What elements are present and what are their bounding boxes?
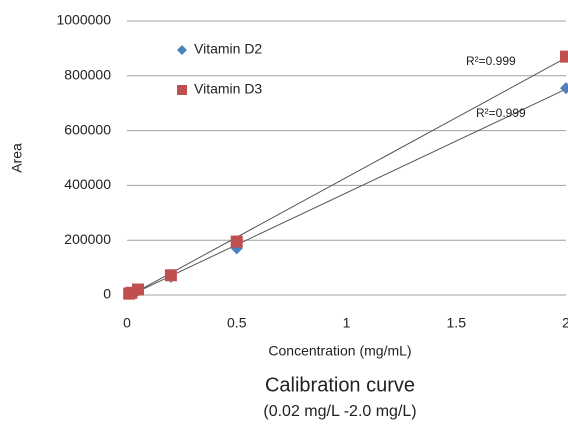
y-tick-label: 600000	[64, 121, 111, 137]
point	[560, 82, 568, 95]
x-tick-label: 2	[562, 315, 568, 331]
caption-subtitle: (0.02 mg/L -2.0 mg/L)	[263, 403, 416, 420]
y-tick-label: 0	[103, 286, 111, 302]
point	[230, 235, 243, 248]
legend-marker	[177, 85, 187, 95]
caption-title: Calibration curve	[265, 374, 415, 396]
trendline	[126, 57, 567, 298]
point	[560, 50, 568, 63]
y-tick-label: 200000	[64, 231, 111, 247]
x-tick-label: 0	[123, 315, 131, 331]
annotation: R²=0.999	[476, 106, 526, 120]
point	[164, 269, 177, 282]
x-axis-label: Concentration (mg/mL)	[268, 343, 411, 359]
trendline	[126, 88, 567, 298]
point	[131, 283, 144, 296]
legend-label: Vitamin D3	[194, 81, 262, 97]
x-tick-label: 0.5	[227, 315, 247, 331]
y-tick-label: 1000000	[56, 12, 111, 28]
annotation: R²=0.999	[466, 54, 516, 68]
y-tick-label: 400000	[64, 176, 111, 192]
x-tick-label: 1.5	[447, 315, 467, 331]
y-tick-label: 800000	[64, 67, 111, 83]
x-tick-label: 1	[343, 315, 351, 331]
legend-label: Vitamin D2	[194, 41, 262, 57]
legend-marker	[177, 45, 187, 55]
y-axis-label: Area	[9, 143, 25, 173]
